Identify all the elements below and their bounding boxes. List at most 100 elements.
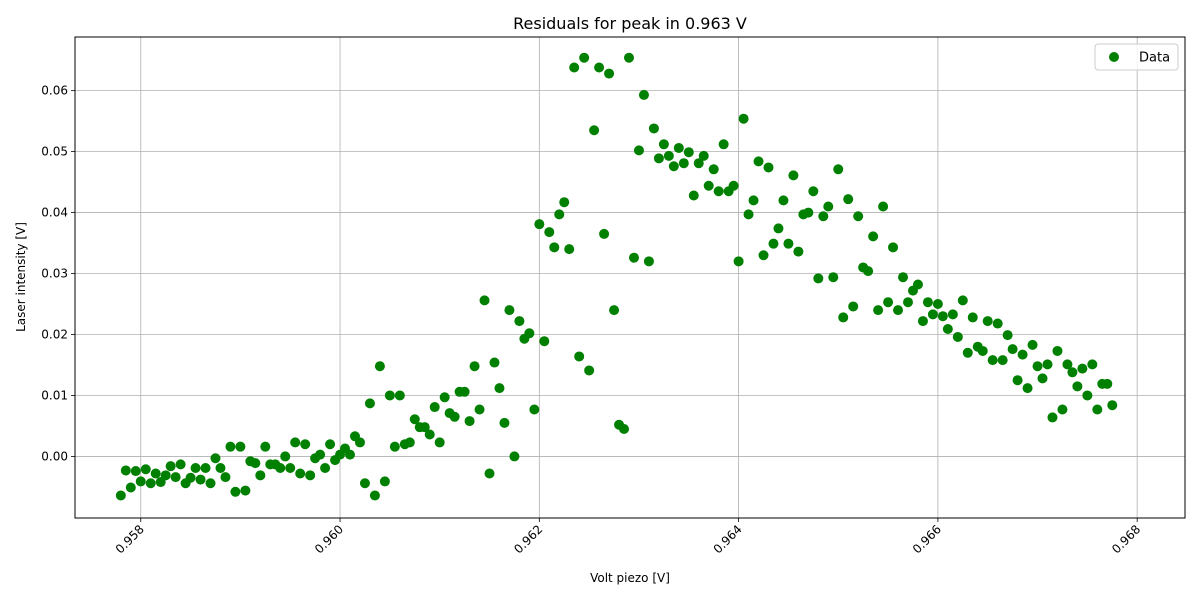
data-point bbox=[833, 164, 844, 175]
data-point bbox=[215, 463, 226, 474]
data-point bbox=[793, 246, 804, 257]
data-point bbox=[364, 398, 375, 409]
data-point bbox=[643, 256, 654, 267]
y-tick-label: 0.06 bbox=[41, 84, 68, 98]
data-point bbox=[1057, 404, 1068, 415]
data-point bbox=[115, 490, 126, 501]
data-point bbox=[489, 357, 500, 368]
data-point bbox=[529, 404, 540, 415]
data-point bbox=[937, 311, 948, 322]
data-point bbox=[758, 250, 769, 261]
data-point bbox=[1107, 400, 1118, 411]
data-point bbox=[315, 449, 326, 460]
data-point bbox=[459, 386, 470, 397]
data-point bbox=[345, 449, 356, 460]
plot-area-frame bbox=[74, 36, 1186, 519]
data-point bbox=[464, 416, 475, 427]
data-point bbox=[619, 423, 630, 434]
data-point bbox=[1082, 390, 1093, 401]
data-point bbox=[275, 463, 286, 474]
data-point bbox=[1047, 412, 1058, 423]
data-point bbox=[469, 361, 480, 372]
data-point bbox=[823, 201, 834, 212]
data-point bbox=[205, 478, 216, 489]
data-point bbox=[384, 390, 395, 401]
data-point bbox=[922, 297, 933, 308]
legend: Data bbox=[1094, 43, 1179, 71]
data-point bbox=[843, 194, 854, 205]
data-point bbox=[240, 485, 251, 496]
data-point bbox=[305, 470, 316, 481]
data-point bbox=[120, 465, 131, 476]
data-point bbox=[369, 490, 380, 501]
y-axis-ticks: 0.00 0.01 0.02 0.03 0.04 0.05 0.06 bbox=[41, 84, 75, 463]
data-point bbox=[1092, 404, 1103, 415]
legend-box bbox=[1094, 43, 1179, 71]
data-point bbox=[559, 197, 570, 208]
data-point bbox=[140, 464, 151, 475]
data-point bbox=[808, 186, 819, 197]
data-point bbox=[653, 153, 664, 164]
data-point bbox=[175, 459, 186, 470]
data-point bbox=[225, 441, 236, 452]
data-point bbox=[584, 365, 595, 376]
data-point bbox=[230, 486, 241, 497]
data-point bbox=[718, 139, 729, 150]
data-point bbox=[534, 219, 545, 230]
data-point bbox=[1022, 383, 1033, 394]
data-point bbox=[778, 195, 789, 206]
data-point bbox=[359, 478, 370, 489]
data-point bbox=[967, 312, 978, 323]
data-point bbox=[434, 437, 445, 448]
data-point bbox=[624, 52, 634, 63]
data-point bbox=[389, 441, 400, 452]
data-point bbox=[604, 68, 615, 79]
data-point bbox=[713, 186, 724, 197]
data-point bbox=[524, 328, 535, 339]
data-point bbox=[888, 242, 899, 253]
grid-lines bbox=[75, 37, 1185, 518]
data-point bbox=[1032, 361, 1043, 372]
data-point bbox=[170, 472, 181, 483]
data-point bbox=[165, 461, 176, 472]
data-point bbox=[150, 468, 161, 479]
data-point bbox=[200, 463, 211, 474]
data-point bbox=[917, 316, 928, 327]
data-point bbox=[813, 273, 824, 284]
data-point bbox=[828, 272, 839, 283]
data-point bbox=[663, 150, 674, 161]
data-point bbox=[997, 355, 1008, 366]
data-point bbox=[290, 437, 301, 448]
data-point bbox=[873, 305, 884, 316]
data-point bbox=[544, 227, 555, 238]
data-point bbox=[698, 150, 709, 161]
data-point bbox=[678, 158, 689, 169]
data-point bbox=[863, 266, 874, 277]
data-point bbox=[728, 180, 739, 191]
data-point bbox=[250, 458, 261, 469]
data-point bbox=[748, 195, 759, 206]
data-point bbox=[628, 252, 639, 263]
y-axis-label: Laser intensity [V] bbox=[14, 222, 28, 332]
data-point bbox=[1012, 375, 1023, 386]
x-axis-label: Volt piezo [V] bbox=[590, 571, 670, 585]
data-point bbox=[703, 180, 714, 191]
data-point bbox=[479, 295, 490, 306]
data-point bbox=[1027, 339, 1038, 350]
data-point bbox=[927, 309, 938, 320]
legend-marker bbox=[1109, 52, 1119, 62]
data-point bbox=[982, 316, 993, 327]
data-point bbox=[210, 453, 221, 464]
data-point bbox=[708, 164, 719, 175]
data-point bbox=[474, 404, 485, 415]
data-point bbox=[1087, 359, 1098, 370]
data-point bbox=[300, 439, 311, 450]
data-point bbox=[125, 482, 136, 493]
data-point bbox=[803, 207, 814, 218]
data-point bbox=[549, 242, 560, 253]
data-point bbox=[1002, 330, 1013, 341]
data-point bbox=[638, 89, 649, 100]
data-point bbox=[942, 324, 953, 335]
